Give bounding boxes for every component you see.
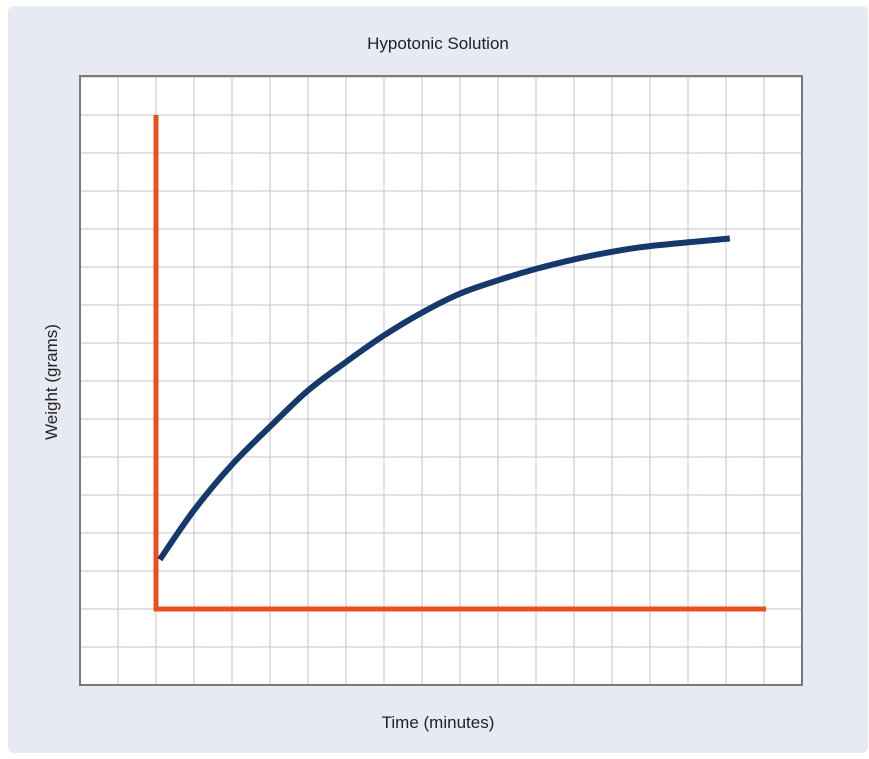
x-axis-label: Time (minutes) (381, 713, 495, 732)
plot-frame (79, 75, 803, 686)
chart-title: Hypotonic Solution (367, 34, 509, 53)
series-line-0 (157, 235, 731, 562)
series-group (157, 235, 731, 562)
